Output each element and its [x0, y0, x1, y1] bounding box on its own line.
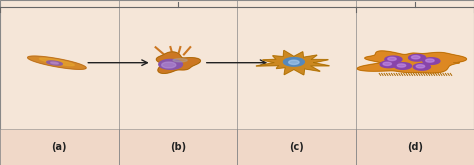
Bar: [356, 129, 474, 165]
Text: (b): (b): [170, 142, 186, 152]
Polygon shape: [385, 56, 402, 63]
Polygon shape: [51, 62, 58, 64]
Polygon shape: [27, 56, 86, 69]
Bar: [118, 129, 237, 165]
Polygon shape: [411, 56, 420, 59]
Polygon shape: [39, 58, 74, 66]
Bar: [237, 129, 356, 165]
Text: (d): (d): [407, 142, 423, 152]
Polygon shape: [162, 62, 176, 68]
Polygon shape: [397, 64, 406, 67]
Polygon shape: [380, 61, 397, 68]
Polygon shape: [173, 59, 187, 62]
Polygon shape: [409, 54, 426, 61]
Polygon shape: [156, 52, 201, 73]
Polygon shape: [383, 62, 392, 66]
Polygon shape: [416, 65, 425, 68]
Polygon shape: [357, 51, 466, 73]
Polygon shape: [159, 59, 182, 69]
Polygon shape: [426, 59, 434, 62]
Polygon shape: [413, 64, 430, 70]
Text: (c): (c): [289, 142, 304, 152]
Polygon shape: [394, 63, 411, 69]
Polygon shape: [388, 57, 396, 61]
Polygon shape: [289, 60, 299, 64]
Polygon shape: [423, 58, 440, 64]
Text: (a): (a): [52, 142, 67, 152]
Polygon shape: [47, 61, 62, 65]
Polygon shape: [283, 58, 304, 66]
Bar: [0, 129, 118, 165]
Polygon shape: [256, 50, 329, 75]
